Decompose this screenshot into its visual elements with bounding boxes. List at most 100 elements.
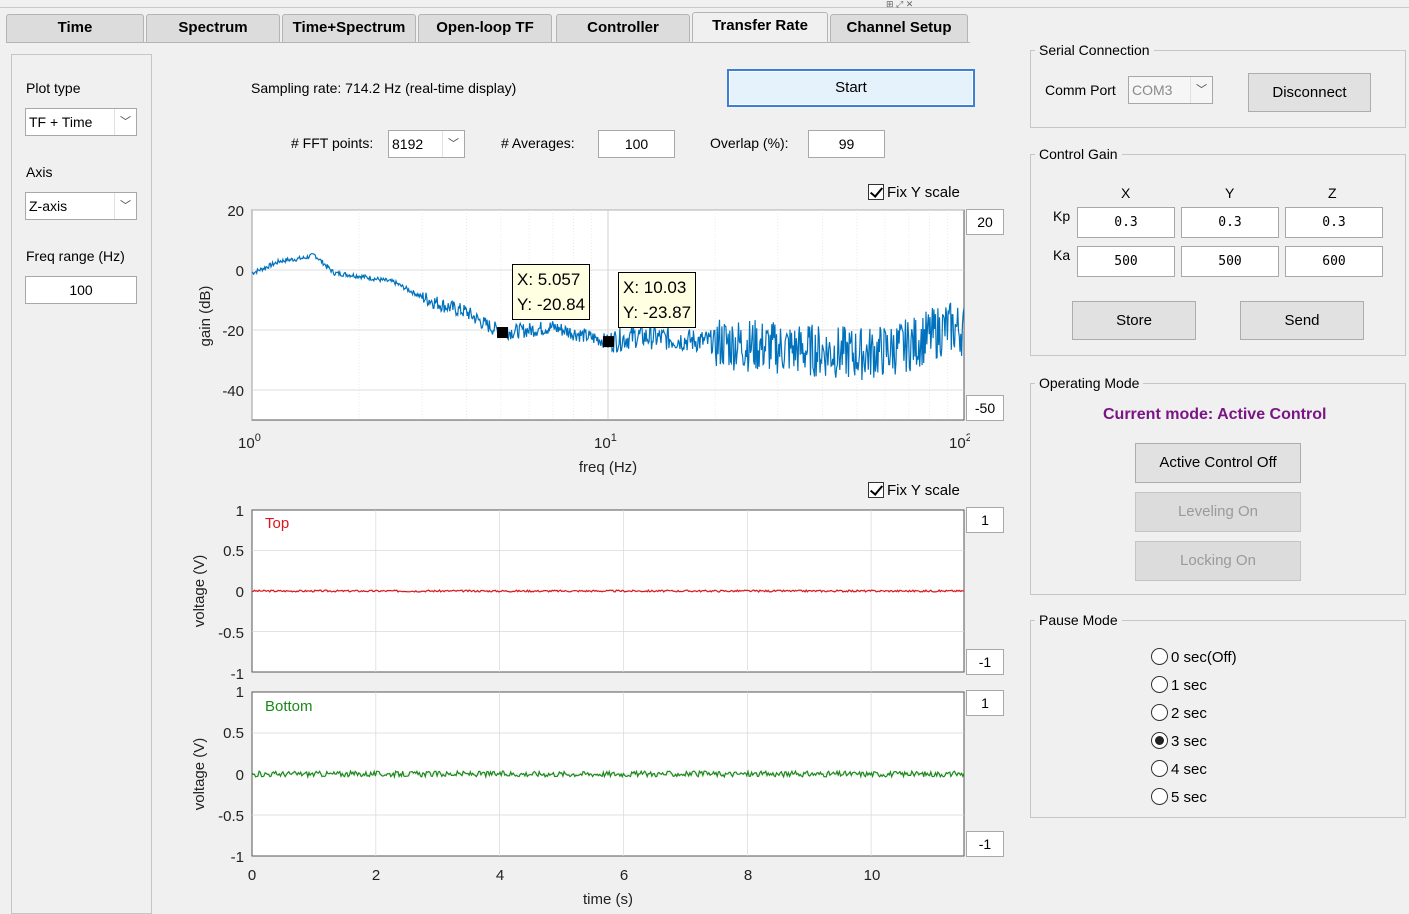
bottom-ymin-input[interactable]: -1 <box>966 831 1004 857</box>
tf-xlabel: freq (Hz) <box>579 459 637 476</box>
tf-datatip-1[interactable]: X: 5.057 Y: -20.84 <box>512 264 591 320</box>
pause-mode-panel <box>1030 620 1406 818</box>
time-xtick: 4 <box>496 867 504 884</box>
time-xtick: 0 <box>248 867 256 884</box>
tab-baseline <box>6 42 970 43</box>
radio-icon[interactable] <box>1151 648 1168 665</box>
disconnect-button[interactable]: Disconnect <box>1248 73 1371 112</box>
fft-points-value: 8192 <box>392 136 424 152</box>
checkbox-checked-icon[interactable] <box>868 482 884 498</box>
pause-option-label: 1 sec <box>1171 677 1207 694</box>
bottom-series-line <box>251 769 965 780</box>
start-button[interactable]: Start <box>727 69 975 107</box>
top-ytick: -1 <box>231 666 244 683</box>
tab-transfer-rate[interactable]: Transfer Rate <box>692 12 828 42</box>
radio-icon[interactable] <box>1151 788 1168 805</box>
tf-datatip-2[interactable]: X: 10.03 Y: -23.87 <box>618 272 697 328</box>
tf-fix-y-checkbox[interactable]: Fix Y scale <box>868 184 960 201</box>
tf-ylabel: gain (dB) <box>197 286 214 347</box>
bottom-ymax-input[interactable]: 1 <box>966 690 1004 716</box>
chevron-down-icon[interactable]: ﹀ <box>442 131 464 157</box>
pause-option-4[interactable]: 4 sec <box>1151 760 1207 778</box>
datatip-x: X: 5.057 <box>517 270 581 289</box>
sampling-rate-text: Sampling rate: 714.2 Hz (real-time displ… <box>251 80 517 96</box>
overlap-input[interactable]: 99 <box>808 130 885 158</box>
radio-icon[interactable] <box>1151 676 1168 693</box>
tab-open-loop-tf[interactable]: Open-loop TF <box>418 14 552 42</box>
leveling-on-button[interactable]: Leveling On <box>1135 492 1301 532</box>
radio-selected-icon[interactable] <box>1151 732 1168 749</box>
kp-x-input[interactable]: 0.3 <box>1077 207 1175 238</box>
fft-points-select[interactable]: 8192 ﹀ <box>388 130 465 158</box>
ka-x-input[interactable]: 500 <box>1077 246 1175 277</box>
ka-z-input[interactable]: 600 <box>1285 246 1383 277</box>
active-control-off-button[interactable]: Active Control Off <box>1135 443 1301 483</box>
tab-time-spectrum[interactable]: Time+Spectrum <box>282 14 416 42</box>
pause-option-3[interactable]: 3 sec <box>1151 732 1207 750</box>
axis-select[interactable]: Z-axis ﹀ <box>25 192 137 220</box>
pause-option-5[interactable]: 5 sec <box>1151 788 1207 806</box>
serial-connection-title: Serial Connection <box>1035 42 1154 58</box>
pause-option-label: 5 sec <box>1171 789 1207 806</box>
top-ymin-input[interactable]: -1 <box>966 649 1004 675</box>
chevron-down-icon[interactable]: ﹀ <box>114 193 136 219</box>
window-controls[interactable]: ⊞ ⤢ ✕ <box>886 0 914 9</box>
tab-channel-setup[interactable]: Channel Setup <box>830 14 968 42</box>
tf-plot[interactable]: 20 0 -20 -40 100 101 102 freq (Hz) gain … <box>180 196 970 486</box>
store-button[interactable]: Store <box>1072 301 1196 340</box>
kp-y-input[interactable]: 0.3 <box>1181 207 1279 238</box>
top-ymax-input[interactable]: 1 <box>966 507 1004 533</box>
datatip-x: X: 10.03 <box>623 278 687 297</box>
bottom-ytick: 1 <box>236 684 244 701</box>
kp-z-input[interactable]: 0.3 <box>1285 207 1383 238</box>
serial-connection-panel <box>1030 50 1406 128</box>
radio-icon[interactable] <box>1151 760 1168 777</box>
datatip-y: Y: -20.84 <box>517 295 586 314</box>
time-xtick: 6 <box>620 867 628 884</box>
pause-option-label: 4 sec <box>1171 761 1207 778</box>
top-legend: Top <box>265 515 289 532</box>
chevron-down-icon[interactable]: ﹀ <box>114 109 136 135</box>
send-button[interactable]: Send <box>1240 301 1364 340</box>
tf-ytick: 0 <box>236 263 244 280</box>
current-mode-text: Current mode: Active Control <box>1103 406 1327 423</box>
tf-marker-1[interactable] <box>497 327 509 339</box>
time-plots[interactable]: Top Bottom 1 0.5 0 -0.5 -1 1 0.5 0 -0.5 … <box>180 500 970 907</box>
checkbox-checked-icon[interactable] <box>868 184 884 200</box>
top-series-line <box>251 589 965 593</box>
tf-ymax-input[interactable]: 20 <box>966 209 1004 235</box>
gain-col-y: Y <box>1225 185 1235 201</box>
chevron-down-icon[interactable]: ﹀ <box>1190 77 1212 103</box>
pause-option-2[interactable]: 2 sec <box>1151 704 1207 722</box>
tab-controller[interactable]: Controller <box>556 14 690 42</box>
plot-type-value: TF + Time <box>29 114 93 130</box>
tab-spectrum[interactable]: Spectrum <box>146 14 280 42</box>
tf-xtick: 101 <box>594 432 617 452</box>
ka-y-input[interactable]: 500 <box>1181 246 1279 277</box>
bottom-ylabel: voltage (V) <box>191 738 208 811</box>
time-xtick: 2 <box>372 867 380 884</box>
pause-option-0[interactable]: 0 sec(Off) <box>1151 648 1237 666</box>
averages-input[interactable]: 100 <box>598 130 675 158</box>
tab-time[interactable]: Time <box>6 14 144 42</box>
pause-option-label: 3 sec <box>1171 733 1207 750</box>
time-fix-y-label: Fix Y scale <box>887 482 960 499</box>
pause-option-1[interactable]: 1 sec <box>1151 676 1207 694</box>
operating-mode-panel <box>1030 383 1406 595</box>
plot-type-select[interactable]: TF + Time ﹀ <box>25 108 137 136</box>
comm-port-select[interactable]: COM3 ﹀ <box>1128 76 1213 104</box>
radio-icon[interactable] <box>1151 704 1168 721</box>
bottom-legend: Bottom <box>265 698 313 715</box>
freq-range-input[interactable]: 100 <box>25 276 137 304</box>
time-xtick: 8 <box>744 867 752 884</box>
tf-marker-2[interactable] <box>602 336 614 348</box>
tf-ymin-input[interactable]: -50 <box>966 395 1004 421</box>
time-fix-y-checkbox[interactable]: Fix Y scale <box>868 482 960 499</box>
tf-ytick: -20 <box>222 323 244 340</box>
overlap-label: Overlap (%): <box>710 135 789 151</box>
datatip-y: Y: -23.87 <box>623 303 692 322</box>
tf-xtick: 100 <box>238 432 261 452</box>
control-gain-title: Control Gain <box>1035 146 1122 162</box>
control-gain-panel <box>1030 154 1406 356</box>
locking-on-button[interactable]: Locking On <box>1135 541 1301 581</box>
